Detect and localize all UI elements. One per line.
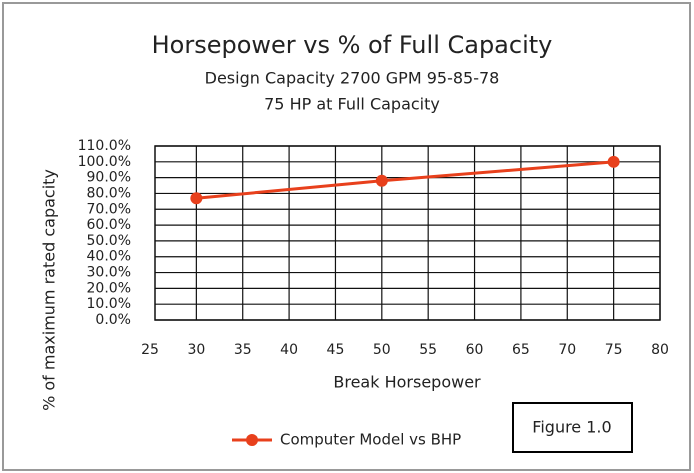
annotation-box bbox=[512, 402, 633, 453]
legend-marker bbox=[246, 434, 258, 446]
x-tick-label: 75 bbox=[605, 342, 623, 358]
legend-label: Computer Model vs BHP bbox=[280, 431, 461, 449]
data-point bbox=[375, 174, 388, 187]
x-tick-label: 55 bbox=[419, 342, 437, 358]
data-point bbox=[607, 155, 620, 168]
x-tick-label: 45 bbox=[327, 342, 345, 358]
x-tick-label: 60 bbox=[466, 342, 484, 358]
y-tick-label: 80.0% bbox=[87, 185, 131, 201]
plot-frame bbox=[154, 145, 661, 321]
y-axis-label: % of maximum rated capacity bbox=[40, 169, 59, 411]
y-tick-label: 110.0% bbox=[78, 138, 131, 154]
y-tick-label: 70.0% bbox=[87, 201, 131, 217]
y-tick-label: 90.0% bbox=[87, 170, 131, 186]
annotation: Figure 1.0 bbox=[532, 418, 611, 437]
x-tick-label: 70 bbox=[558, 342, 576, 358]
y-tick-label: 60.0% bbox=[87, 217, 131, 233]
y-tick-label: 30.0% bbox=[87, 265, 131, 281]
data-point bbox=[190, 192, 203, 205]
x-axis-label: Break Horsepower bbox=[333, 373, 481, 392]
chart-title: Horsepower vs % of Full Capacity bbox=[152, 31, 553, 59]
x-tick-label: 40 bbox=[280, 342, 298, 358]
chart-subtitle: 75 HP at Full Capacity bbox=[264, 95, 440, 114]
y-tick-label: 50.0% bbox=[87, 233, 131, 249]
chart-subtitle: Design Capacity 2700 GPM 95-85-78 bbox=[205, 69, 500, 88]
x-tick-label: 35 bbox=[234, 342, 252, 358]
x-tick-label: 50 bbox=[373, 342, 391, 358]
x-tick-label: 80 bbox=[651, 342, 669, 358]
x-tick-label: 30 bbox=[187, 342, 205, 358]
y-tick-label: 0.0% bbox=[95, 312, 131, 328]
y-tick-label: 40.0% bbox=[87, 249, 131, 265]
y-tick-label: 20.0% bbox=[87, 280, 131, 296]
y-tick-label: 10.0% bbox=[87, 296, 131, 312]
y-tick-label: 100.0% bbox=[78, 154, 131, 170]
x-tick-label: 25 bbox=[141, 342, 159, 358]
x-tick-label: 65 bbox=[512, 342, 530, 358]
